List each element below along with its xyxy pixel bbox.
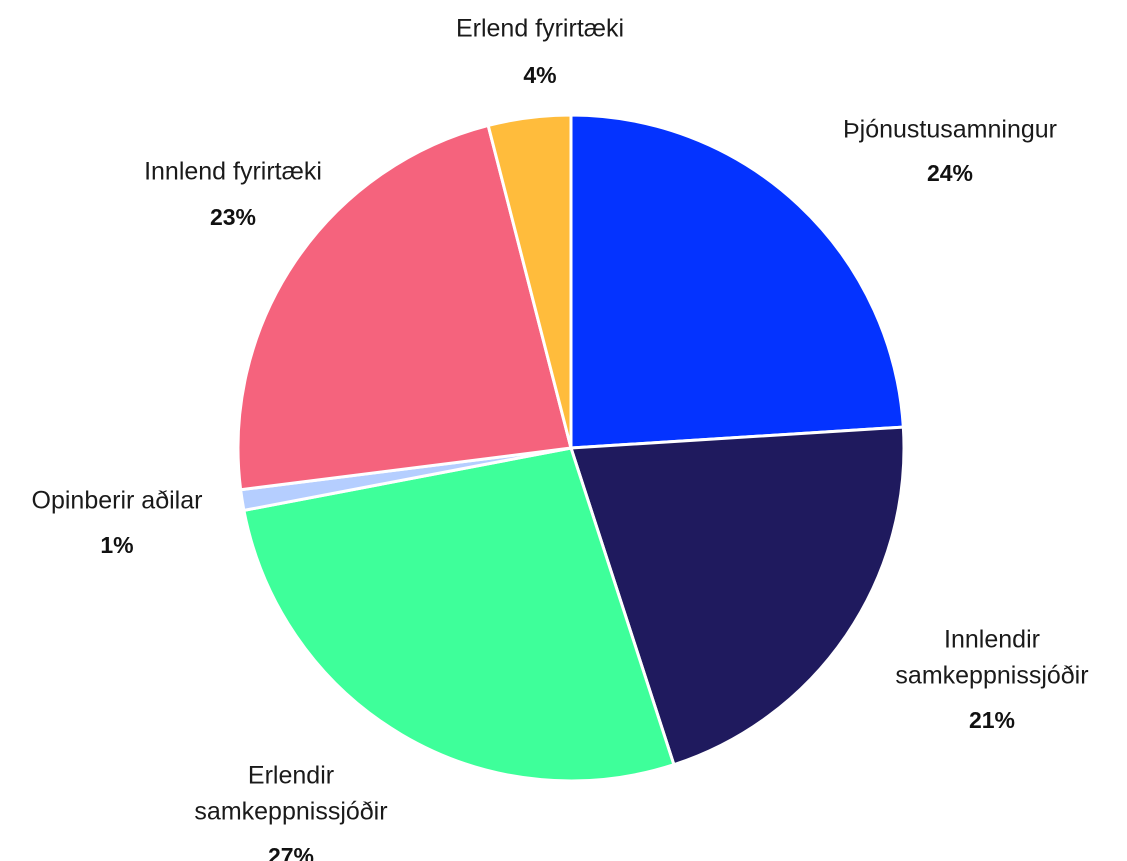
slice-value-0: 24% (927, 160, 973, 186)
slice-label-2-line-1: samkeppnissjóðir (194, 798, 387, 826)
slice-label-2-line-0: Erlendir (248, 762, 334, 790)
slice-label-1-line-1: samkeppnissjóðir (895, 662, 1088, 690)
slice-value-2: 27% (268, 843, 314, 861)
pie-slice-1 (569, 425, 906, 767)
slice-value-3: 1% (100, 532, 133, 558)
slice-value-1: 21% (969, 707, 1015, 733)
slice-label-4-line-0: Innlend fyrirtæki (144, 158, 322, 186)
slice-label-3-line-0: Opinberir aðilar (32, 487, 203, 515)
pie-slice-0 (569, 113, 905, 450)
slice-label-1-line-0: Innlendir (944, 626, 1040, 654)
slice-value-5: 4% (523, 62, 556, 88)
slice-label-5-line-0: Erlend fyrirtæki (456, 15, 624, 43)
pie-slice-2 (242, 446, 676, 783)
pie-slices (236, 113, 906, 783)
slice-value-4: 23% (210, 204, 256, 230)
pie-slice-4 (236, 123, 573, 492)
slice-label-0-line-0: Þjónustusamningur (843, 116, 1057, 144)
pie-labels: Þjónustusamningur 24% Innlendir samkeppniss… (32, 15, 1089, 861)
pie-slice-5 (486, 113, 573, 450)
